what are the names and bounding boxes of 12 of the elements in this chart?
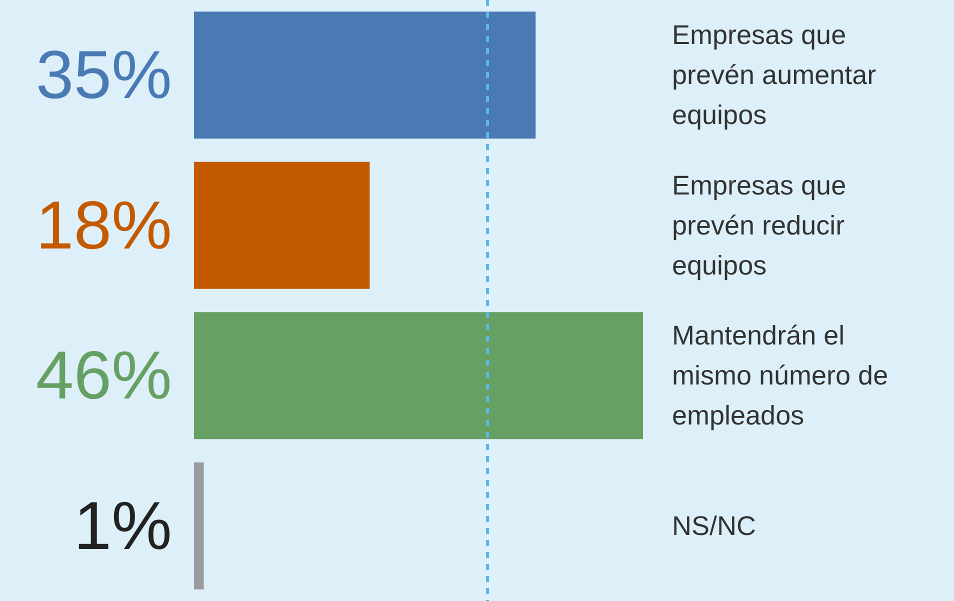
data-label: 18%: [36, 187, 172, 264]
bar: [194, 312, 643, 440]
y-tick-label: NS/NC: [672, 510, 756, 541]
bar: [194, 12, 536, 139]
y-tick-label: Mantendrán el mismo número de empleados: [672, 320, 896, 431]
y-tick-label: Empresas que prevén aumentar equipos: [672, 20, 884, 130]
data-label: 35%: [36, 37, 172, 114]
data-label: 1%: [74, 488, 172, 564]
bar: [194, 162, 370, 289]
y-tick-label: Empresas que prevén reducir equipos: [672, 170, 854, 280]
data-label: 46%: [36, 338, 172, 414]
bar: [194, 462, 204, 590]
